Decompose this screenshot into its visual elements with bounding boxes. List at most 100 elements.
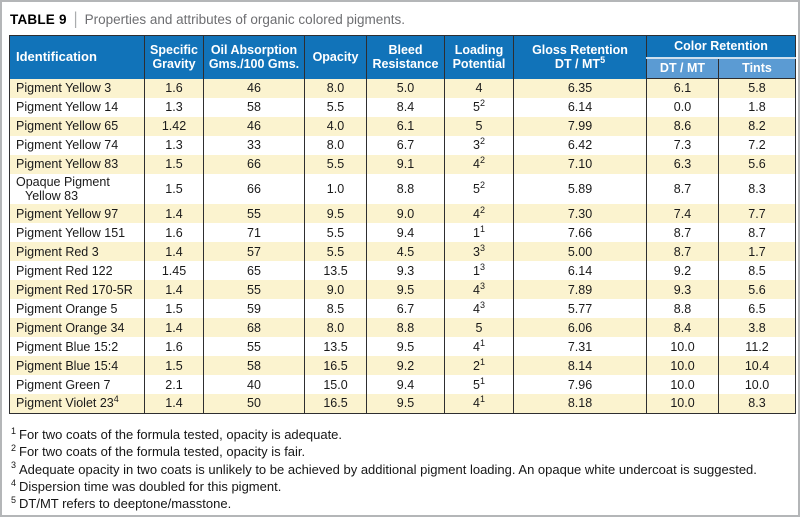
tints-cell: 6.5 <box>718 299 796 319</box>
pigment-table-body: Pigment Yellow 3 1.6 46 8.0 5.0 4 6.35 6.1 5.8 Pi… <box>9 78 796 414</box>
col-header-loading-potential: Loading Potential <box>444 35 514 79</box>
loading-potential-cell: 11 <box>444 223 514 243</box>
dt-mt-cell: 9.3 <box>646 280 719 300</box>
footnote-line: 4 Dispersion time was doubled for this pi… <box>11 477 282 494</box>
loading-potential-cell: 43 <box>444 280 514 300</box>
loading-potential-cell: 33 <box>444 242 514 262</box>
opacity-cell: 13.5 <box>304 261 367 281</box>
specific-gravity-cell: 1.4 <box>144 242 204 262</box>
dt-mt-cell: 8.8 <box>646 299 719 319</box>
col-subheader-tints: Tints <box>718 56 796 79</box>
dt-mt-cell: 6.3 <box>646 154 719 174</box>
tints-cell: 5.6 <box>718 280 796 300</box>
specific-gravity-cell: 1.6 <box>144 78 204 98</box>
pigment-name-cell: Pigment Yellow 151 <box>9 223 145 243</box>
bleed-resistance-cell: 6.1 <box>366 116 445 136</box>
opacity-cell: 5.5 <box>304 242 367 262</box>
specific-gravity-cell: 1.5 <box>144 173 204 205</box>
col-header-gloss-retention: Gloss Retention DT / MT5 <box>513 35 647 79</box>
loading-potential-cell: 42 <box>444 204 514 224</box>
pigment-name-cell: Pigment Orange 34 <box>9 318 145 338</box>
tints-cell: 8.5 <box>718 261 796 281</box>
dt-mt-cell: 9.2 <box>646 261 719 281</box>
bleed-resistance-cell: 9.4 <box>366 375 445 395</box>
opacity-cell: 8.5 <box>304 299 367 319</box>
col-header-oil-absorption: Oil Absorption Gms./100 Gms. <box>203 35 305 79</box>
specific-gravity-cell: 1.4 <box>144 318 204 338</box>
opacity-cell: 9.5 <box>304 204 367 224</box>
pigment-name-cell: Pigment Green 7 <box>9 375 145 395</box>
opacity-cell: 16.5 <box>304 356 367 376</box>
loading-potential-cell: 13 <box>444 261 514 281</box>
gloss-retention-cell: 7.66 <box>513 223 647 243</box>
specific-gravity-cell: 1.45 <box>144 261 204 281</box>
specific-gravity-cell: 1.5 <box>144 154 204 174</box>
specific-gravity-cell: 1.6 <box>144 337 204 357</box>
tints-cell: 1.8 <box>718 97 796 117</box>
tints-cell: 7.7 <box>718 204 796 224</box>
opacity-cell: 9.0 <box>304 280 367 300</box>
loading-potential-cell: 52 <box>444 173 514 205</box>
pigments-table: Identification Specific Gravity Oil Abso… <box>9 35 796 414</box>
bleed-resistance-cell: 8.4 <box>366 97 445 117</box>
bleed-resistance-cell: 8.8 <box>366 318 445 338</box>
oil-absorption-cell: 68 <box>203 318 305 338</box>
pigment-name-cell: Opaque Pigment Yellow 83 <box>9 173 145 205</box>
specific-gravity-cell: 1.3 <box>144 135 204 155</box>
pigment-name-cell: Pigment Blue 15:4 <box>9 356 145 376</box>
loading-potential-cell: 41 <box>444 337 514 357</box>
table-row: Pigment Green 7 2.1 40 15.0 9.4 51 7.96 10.0 10.… <box>9 375 796 395</box>
table-title: TABLE 9 | Properties and attributes of o… <box>10 10 405 30</box>
col-header-bleed-resistance: Bleed Resistance <box>366 35 445 79</box>
loading-potential-cell: 32 <box>444 135 514 155</box>
pigment-name-cell: Pigment Yellow 74 <box>9 135 145 155</box>
oil-absorption-cell: 46 <box>203 116 305 136</box>
loading-potential-cell: 5 <box>444 116 514 136</box>
oil-absorption-cell: 55 <box>203 204 305 224</box>
table-row: Pigment Yellow 97 1.4 55 9.5 9.0 42 7.30 7.4 7.7 <box>9 204 796 224</box>
loading-potential-cell: 21 <box>444 356 514 376</box>
bleed-resistance-cell: 9.0 <box>366 204 445 224</box>
tints-cell: 5.6 <box>718 154 796 174</box>
tints-cell: 7.2 <box>718 135 796 155</box>
table-row: Pigment Yellow 65 1.42 46 4.0 6.1 5 7.99 8.6 8.2 <box>9 116 796 136</box>
gloss-retention-cell: 6.14 <box>513 97 647 117</box>
col-group-color-retention: Color Retention <box>646 35 796 58</box>
loading-potential-cell: 5 <box>444 318 514 338</box>
footnote-line: 5 DT/MT refers to deeptone/masstone. <box>11 494 232 512</box>
bleed-resistance-cell: 6.7 <box>366 299 445 319</box>
bleed-resistance-cell: 9.2 <box>366 356 445 376</box>
gloss-retention-cell: 6.42 <box>513 135 647 155</box>
table-row: Pigment Yellow 14 1.3 58 5.5 8.4 52 6.14 0.0 1.8 <box>9 97 796 117</box>
oil-absorption-cell: 58 <box>203 356 305 376</box>
dt-mt-cell: 10.0 <box>646 337 719 357</box>
table-row: Pigment Blue 15:4 1.5 58 16.5 9.2 21 8.14 10.0 1… <box>9 356 796 376</box>
pigment-name-cell: Pigment Red 3 <box>9 242 145 262</box>
specific-gravity-cell: 1.3 <box>144 97 204 117</box>
tints-cell: 10.0 <box>718 375 796 395</box>
table-row: Pigment Red 3 1.4 57 5.5 4.5 33 5.00 8.7 1.7 <box>9 242 796 262</box>
pigment-name-cell: Pigment Red 122 <box>9 261 145 281</box>
bleed-resistance-cell: 8.8 <box>366 173 445 205</box>
opacity-cell: 5.5 <box>304 154 367 174</box>
footnote-line: 1 For two coats of the formula tested, op… <box>11 425 343 442</box>
gloss-retention-cell: 5.00 <box>513 242 647 262</box>
tints-cell: 8.7 <box>718 223 796 243</box>
gloss-retention-cell: 7.10 <box>513 154 647 174</box>
oil-absorption-cell: 57 <box>203 242 305 262</box>
oil-absorption-cell: 46 <box>203 78 305 98</box>
opacity-cell: 5.5 <box>304 223 367 243</box>
gloss-retention-cell: 5.77 <box>513 299 647 319</box>
gloss-retention-footnote-marker: 5 <box>600 55 606 66</box>
col-header-identification: Identification <box>9 35 145 79</box>
gloss-retention-line1: Gloss Retention <box>532 42 628 57</box>
opacity-cell: 16.5 <box>304 394 367 414</box>
gloss-retention-cell: 7.30 <box>513 204 647 224</box>
pigment-name-cell: Pigment Yellow 14 <box>9 97 145 117</box>
footnote-line: 2 For two coats of the formula tested, op… <box>11 442 306 460</box>
dt-mt-cell: 7.3 <box>646 135 719 155</box>
gloss-retention-line2: DT / MT <box>554 57 601 72</box>
table-row: Pigment Yellow 3 1.6 46 8.0 5.0 4 6.35 6.1 5.8 <box>9 78 796 98</box>
tints-cell: 8.3 <box>718 394 796 414</box>
dt-mt-cell: 10.0 <box>646 394 719 414</box>
